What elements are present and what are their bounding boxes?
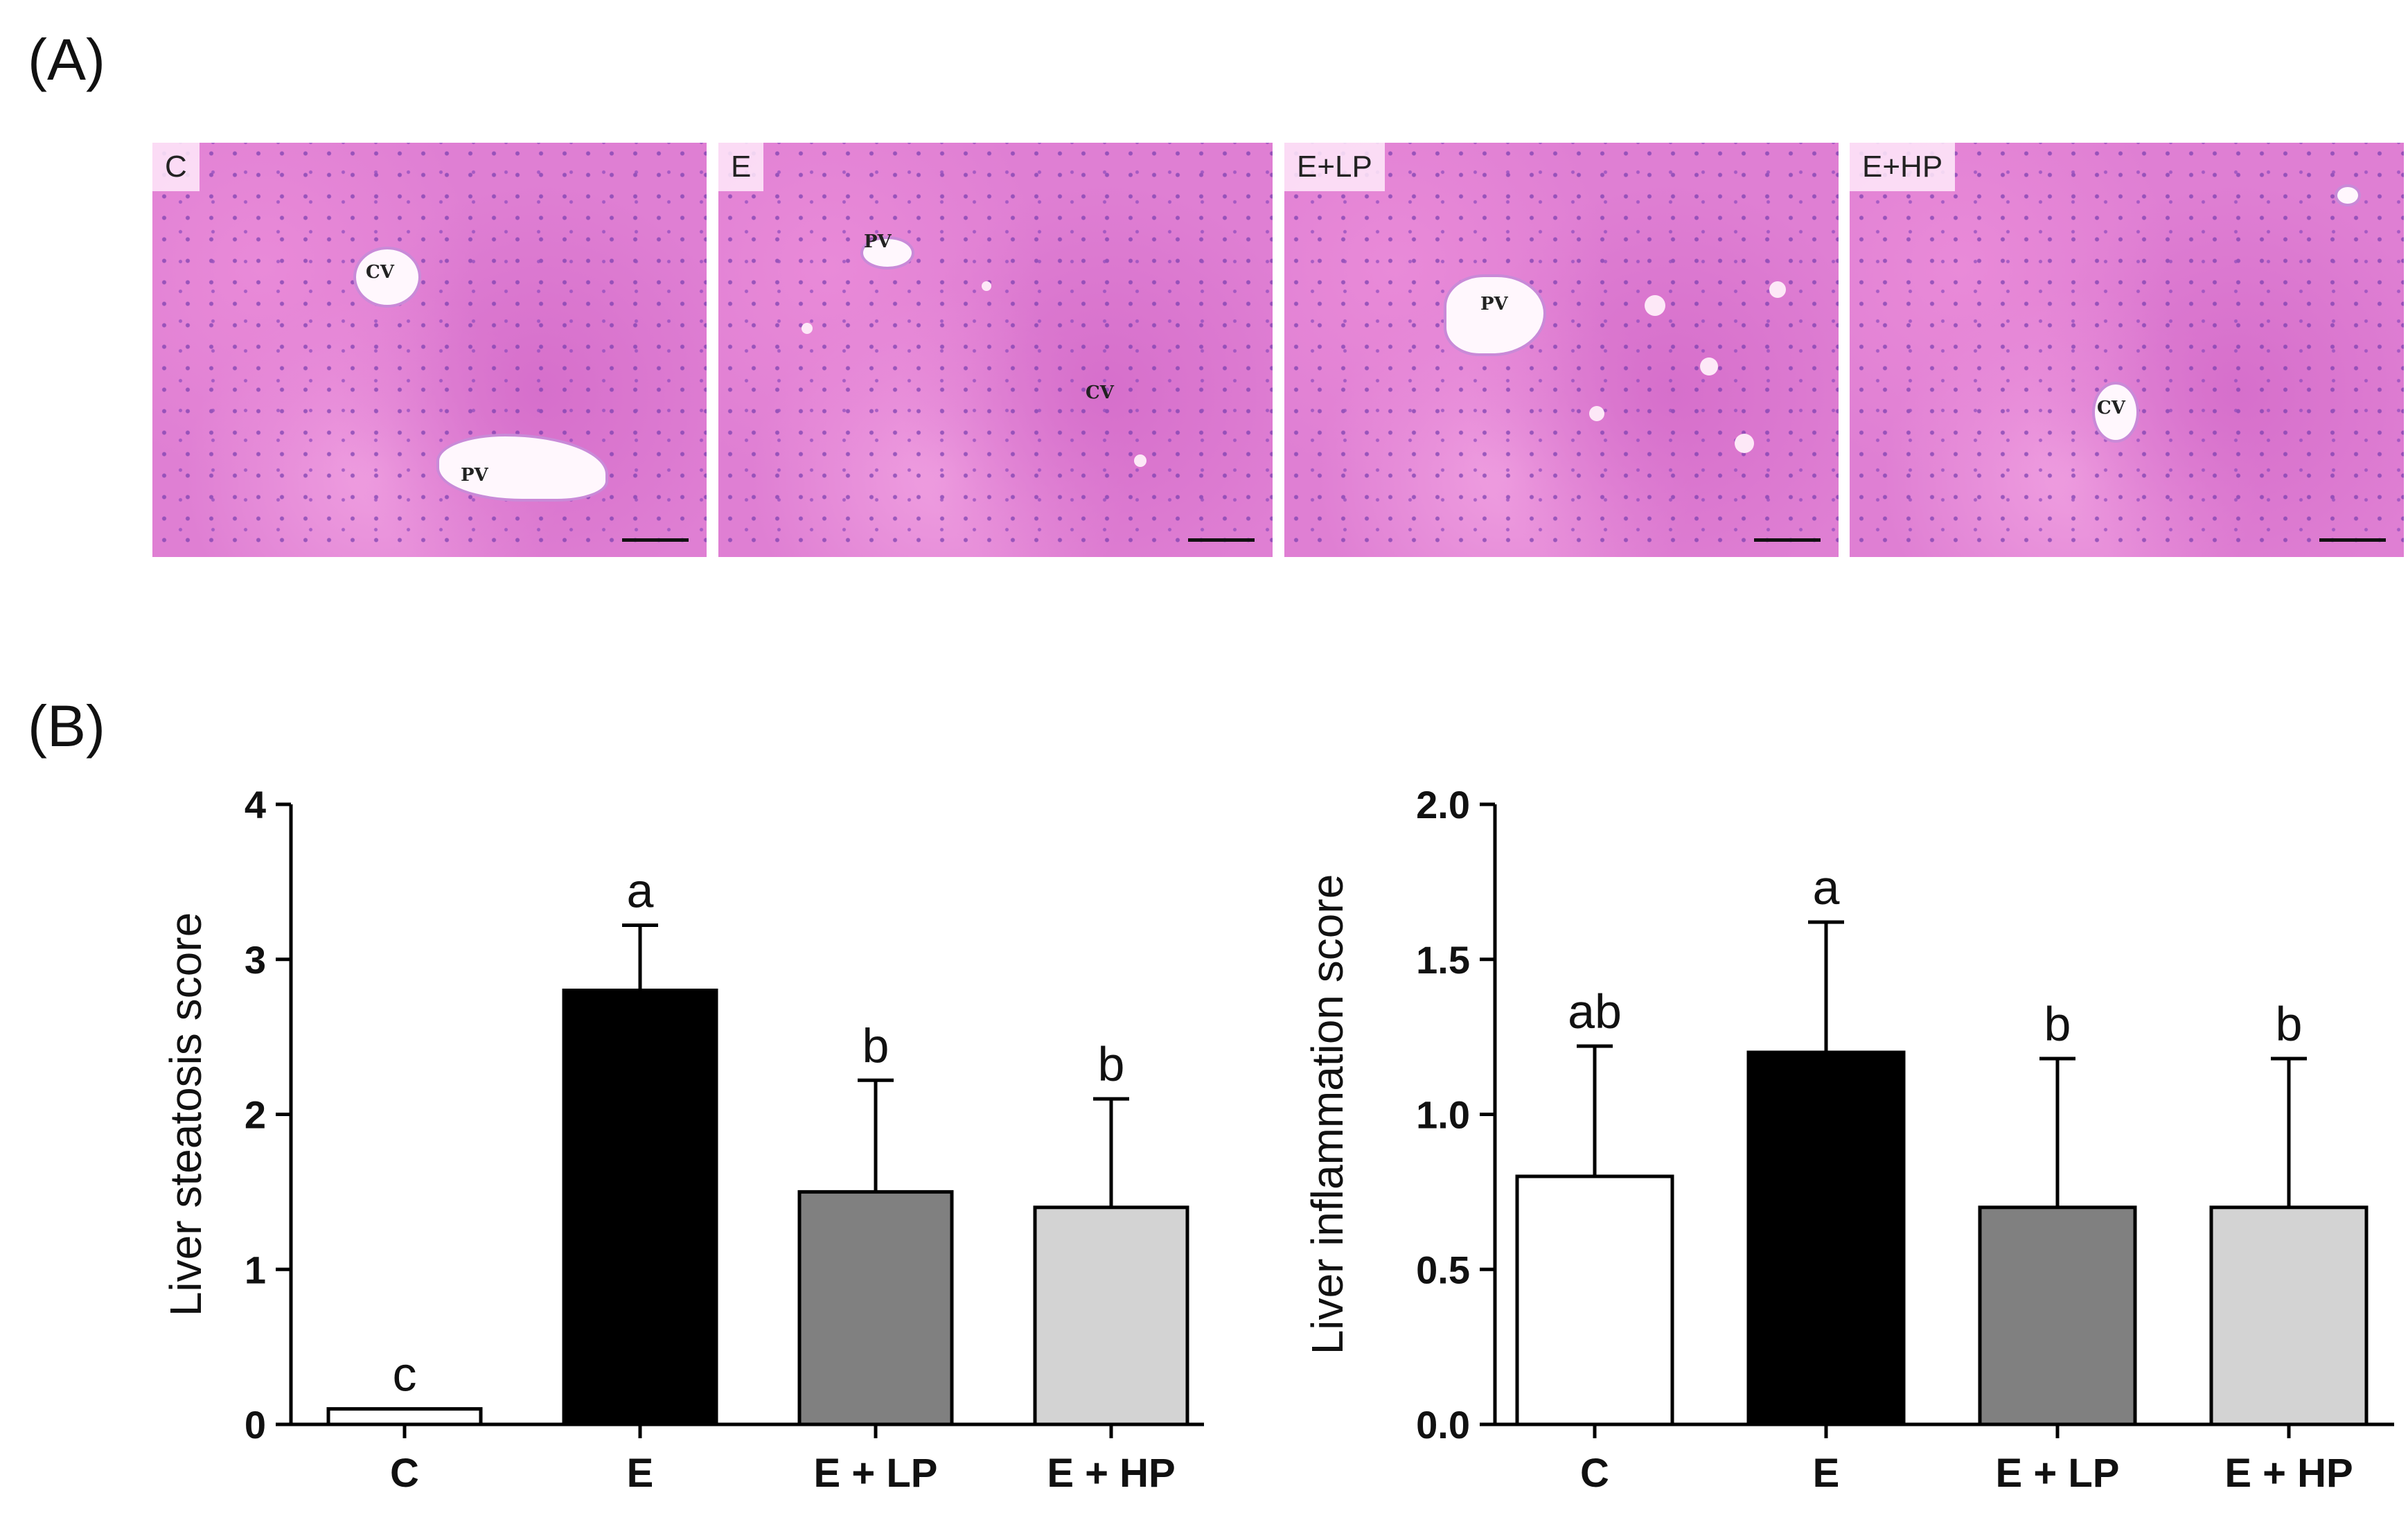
y-tick-label: 4 xyxy=(245,783,266,827)
micrograph-c: CV PV C xyxy=(152,143,707,557)
y-tick-label: 0 xyxy=(245,1403,266,1447)
x-tick-label: E + HP xyxy=(2224,1451,2353,1496)
micrograph-e: PV CV E xyxy=(718,143,1273,557)
bar xyxy=(326,1407,483,1426)
x-tick-label: E xyxy=(1813,1451,1840,1496)
y-tick-label: 2 xyxy=(245,1093,266,1137)
vessel-label: CV xyxy=(2097,398,2125,418)
scale-bar xyxy=(1754,538,1821,542)
lipid-vacuole xyxy=(1134,454,1147,467)
significance-label: ab xyxy=(1568,984,1622,1039)
bar xyxy=(562,989,718,1426)
micrograph-e-lp: PV E+LP xyxy=(1284,143,1839,557)
micrograph-tag: E xyxy=(718,143,764,191)
bar xyxy=(1515,1174,1674,1426)
bar xyxy=(1978,1205,2137,1426)
lipid-vacuole xyxy=(1735,434,1754,453)
micrograph-tag: E+HP xyxy=(1850,143,1956,191)
significance-label: c xyxy=(393,1347,417,1402)
portal-vein-shape xyxy=(1444,274,1546,356)
x-tick-label: E + HP xyxy=(1047,1451,1175,1496)
significance-label: b xyxy=(2276,997,2303,1051)
micrograph-e-hp: CV E+HP xyxy=(1850,143,2404,557)
bar xyxy=(2209,1205,2369,1426)
central-vein-shape xyxy=(353,247,421,308)
small-vessel-shape xyxy=(2335,184,2361,206)
y-axis-label: Liver inflammation score xyxy=(1302,874,1352,1355)
y-tick-label: 1.0 xyxy=(1416,1093,1470,1137)
scale-bar xyxy=(2319,538,2386,542)
x-tick-label: C xyxy=(390,1451,419,1496)
inflammation-chart: 0.0 0.5 1.0 1.5 2.0 Liver inflammation score a… xyxy=(1302,783,2394,1496)
significance-label: b xyxy=(862,1018,889,1072)
y-tick-label: 1 xyxy=(245,1248,266,1291)
lipid-vacuole xyxy=(1769,281,1786,298)
significance-label: a xyxy=(1813,860,1840,914)
steatosis-chart: 0 1 2 3 4 Liver steatosis score c Ca Eb E + LP b E … xyxy=(161,783,1204,1496)
y-tick-label: 0.5 xyxy=(1416,1248,1470,1291)
x-tick-label: E + LP xyxy=(1996,1451,2120,1496)
vessel-label: PV xyxy=(461,465,488,486)
lipid-vacuole xyxy=(1645,295,1665,316)
panel-a-label: (A) xyxy=(28,27,105,92)
micrograph-tag: C xyxy=(152,143,200,191)
y-tick-label: 3 xyxy=(245,938,266,982)
bar xyxy=(1746,1050,1906,1426)
lipid-vacuole xyxy=(1589,406,1604,421)
micrograph-tag: E+LP xyxy=(1284,143,1385,191)
significance-label: b xyxy=(1098,1037,1125,1091)
y-tick-label: 1.5 xyxy=(1416,938,1470,982)
portal-vein-shape xyxy=(860,236,914,269)
y-axis-label: Liver steatosis score xyxy=(161,912,211,1316)
vessel-label: CV xyxy=(1086,382,1114,403)
x-tick-label: E + LP xyxy=(814,1451,938,1496)
bar xyxy=(797,1190,954,1426)
y-tick-label: 2.0 xyxy=(1416,783,1470,827)
bar xyxy=(1033,1205,1189,1426)
scale-bar xyxy=(622,538,689,542)
x-tick-label: C xyxy=(1580,1451,1609,1496)
lipid-vacuole xyxy=(982,281,991,291)
significance-label: a xyxy=(627,864,654,918)
vessel-label: PV xyxy=(1480,294,1508,315)
significance-label: b xyxy=(2044,997,2071,1051)
lipid-vacuole xyxy=(802,323,813,334)
central-vein-shape xyxy=(2092,382,2139,443)
vessel-label: PV xyxy=(864,231,892,252)
vessel-label: CV xyxy=(366,262,394,283)
panel-b-label: (B) xyxy=(28,693,105,759)
scale-bar xyxy=(1188,538,1255,542)
y-tick-label: 0.0 xyxy=(1416,1403,1470,1447)
lipid-vacuole xyxy=(1700,357,1718,375)
x-tick-label: E xyxy=(627,1451,654,1496)
